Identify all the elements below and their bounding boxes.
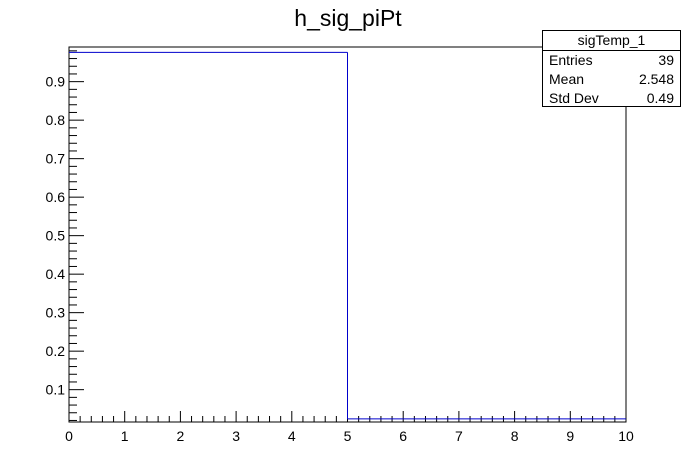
y-axis: 0.1 0.2 0.3 0.4 0.5 0.6 0.7 0.8 0.9 (46, 50, 84, 421)
x-tick-label: 8 (511, 428, 519, 444)
y-tick-label: 0.1 (46, 382, 66, 398)
y-tick-label: 0.7 (46, 151, 66, 167)
stats-value: 2.548 (638, 71, 674, 87)
x-tick-label: 7 (455, 428, 463, 444)
y-tick-label: 0.5 (46, 228, 66, 244)
stats-value: 39 (658, 52, 674, 68)
y-tick-label: 0.2 (46, 343, 66, 359)
y-tick-label: 0.6 (46, 189, 66, 205)
y-tick-label: 0.8 (46, 112, 66, 128)
x-tick-label: 0 (65, 428, 73, 444)
stats-label: Entries (549, 52, 593, 68)
chart-title: h_sig_piPt (294, 5, 402, 31)
stats-row-mean: Mean 2.548 (543, 70, 680, 89)
x-tick-label: 5 (344, 428, 352, 444)
y-tick-label: 0.3 (46, 305, 66, 321)
stats-box: sigTemp_1 Entries 39 Mean 2.548 Std Dev … (542, 30, 681, 107)
x-tick-label: 4 (288, 428, 296, 444)
x-axis: 0 1 2 3 4 5 6 7 8 9 10 (65, 411, 634, 444)
stats-label: Mean (549, 71, 585, 87)
stats-title: sigTemp_1 (543, 31, 680, 51)
x-tick-label: 10 (618, 428, 634, 444)
x-tick-label: 2 (177, 428, 185, 444)
x-tick-label: 3 (232, 428, 240, 444)
histogram-bins (69, 51, 626, 420)
y-tick-label: 0.4 (46, 266, 66, 282)
y-tick-label: 0.9 (46, 74, 66, 90)
stats-value: 0.49 (646, 90, 674, 106)
stats-row-stddev: Std Dev 0.49 (543, 89, 680, 108)
x-tick-label: 6 (399, 428, 407, 444)
stats-label: Std Dev (549, 90, 599, 106)
stats-row-entries: Entries 39 (543, 51, 680, 70)
x-tick-label: 9 (566, 428, 574, 444)
x-tick-label: 1 (121, 428, 129, 444)
